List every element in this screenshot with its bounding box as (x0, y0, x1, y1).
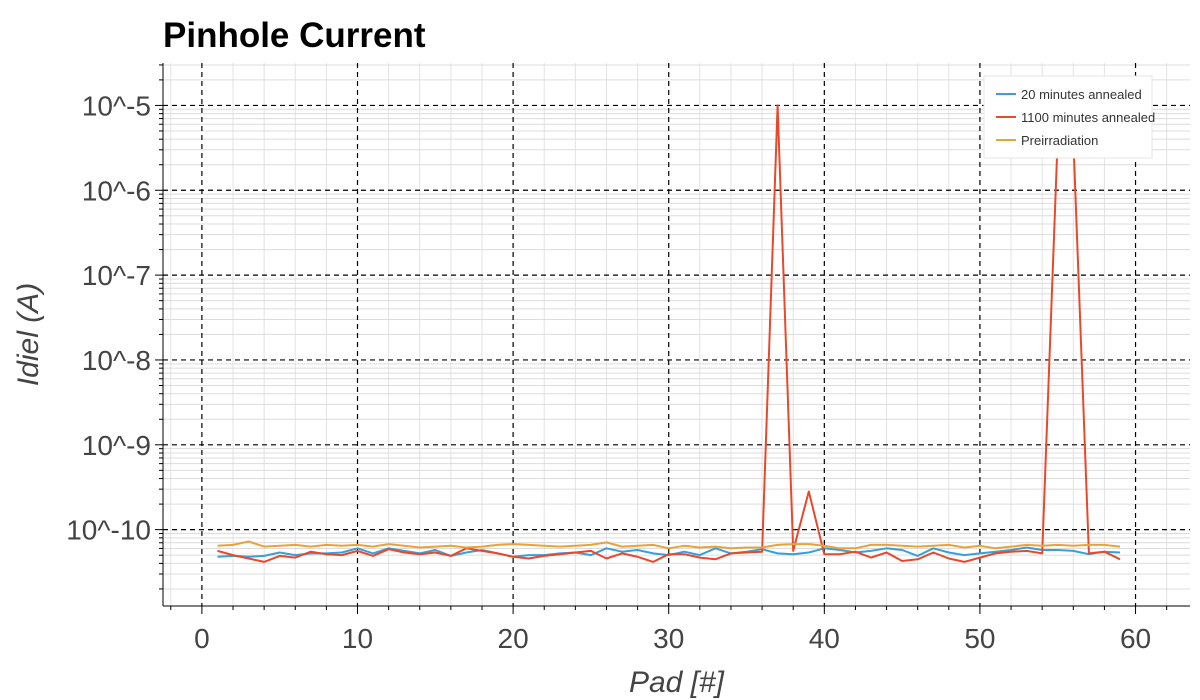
series-line-2 (217, 104, 1121, 563)
x-axis-title: Pad [#] (629, 666, 725, 699)
legend-entry-label[interactable]: 1100 minutes annealed (1021, 110, 1155, 125)
x-tick-label: 40 (809, 623, 840, 654)
y-tick-label: 10^-5 (82, 90, 151, 121)
series-line-3 (217, 540, 1121, 550)
series-layer (217, 104, 1121, 563)
legend[interactable]: 20 minutes annealed 1100 minutes annealed… (983, 75, 1155, 159)
y-tick-label: 10^-8 (82, 345, 151, 376)
y-tick-label: 10^-10 (66, 515, 151, 546)
y-tick-label: 10^-7 (82, 260, 151, 291)
x-tick-label: 20 (498, 623, 529, 654)
legend-entry-label[interactable]: 20 minutes annealed (1021, 87, 1142, 102)
y-tick-label: 10^-9 (82, 430, 151, 461)
x-tick-label: 10 (342, 623, 373, 654)
x-tick-label: 50 (964, 623, 995, 654)
grid-layer (163, 63, 1190, 606)
tick-layer: 0 10 20 30 40 50 60 10^-10 10^-9 10^-8 10^-7 10^-6 1… (66, 64, 1168, 654)
y-axis-title: Idiel (A) (12, 283, 45, 386)
x-tick-label: 30 (653, 623, 684, 654)
x-tick-label: 0 (194, 623, 210, 654)
chart-title: Pinhole Current (163, 16, 426, 55)
legend-entry-label[interactable]: Preirradiation (1021, 133, 1098, 148)
x-tick-label: 60 (1120, 623, 1151, 654)
y-tick-label: 10^-6 (82, 175, 151, 206)
